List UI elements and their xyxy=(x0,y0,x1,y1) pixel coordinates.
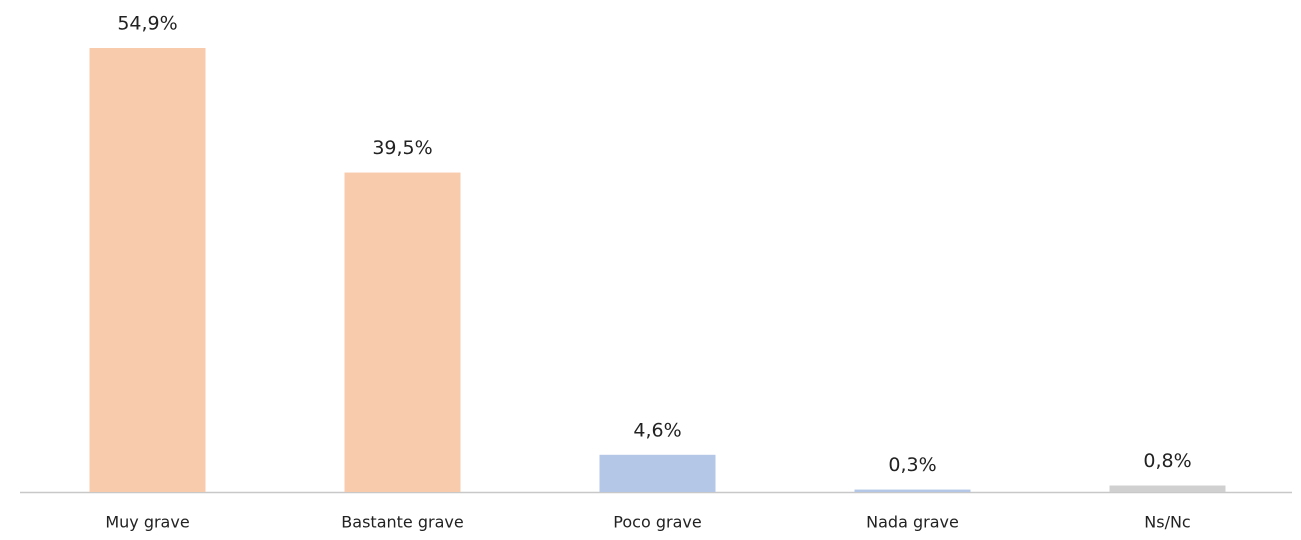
value-label: 54,9% xyxy=(117,13,177,35)
bar xyxy=(1109,485,1226,492)
x-tick-label: Ns/Nc xyxy=(1144,513,1190,532)
value-label: 4,6% xyxy=(633,419,681,441)
bar xyxy=(344,172,461,492)
value-label: 0,8% xyxy=(1143,450,1191,472)
bar xyxy=(854,489,971,492)
x-tick-label: Poco grave xyxy=(613,513,701,532)
value-label: 39,5% xyxy=(372,137,432,159)
value-label: 0,3% xyxy=(888,454,936,476)
x-tick-label: Muy grave xyxy=(105,513,189,532)
bar xyxy=(599,454,716,492)
x-tick-label: Bastante grave xyxy=(341,513,463,532)
x-tick-label: Nada grave xyxy=(866,513,959,532)
bar xyxy=(89,48,206,492)
